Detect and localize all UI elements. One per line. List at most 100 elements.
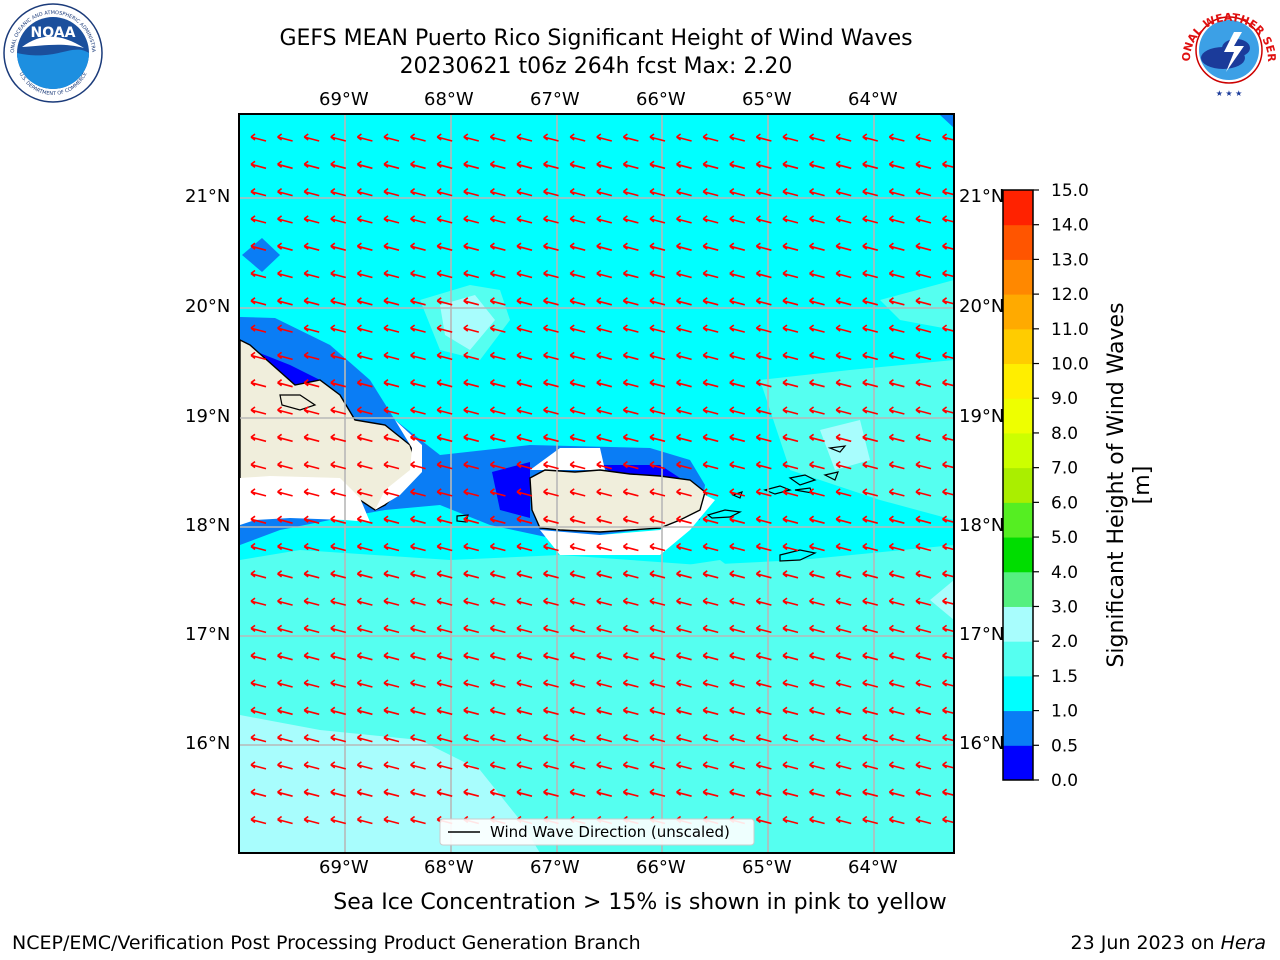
wave-direction-arrow [702,515,719,524]
wave-direction-arrow [436,679,453,688]
wave-direction-arrow [942,160,954,169]
wave-direction-arrow [356,815,373,825]
wave-direction-arrow [516,269,533,279]
wave-direction-arrow [755,761,772,770]
wave-direction-arrow [809,679,825,688]
wave-direction-arrow [569,652,586,661]
wave-direction-arrow [862,133,879,142]
wave-direction-arrow [862,269,879,279]
wave-direction-arrow [436,269,453,279]
wave-direction-arrow [250,624,267,634]
lat-label: 20°N [185,296,231,317]
wave-direction-arrow [516,652,533,661]
wave-direction-arrow [942,242,954,251]
wave-direction-arrow [569,324,586,333]
wave-direction-arrow [782,624,799,634]
lon-label: 67°W [530,857,580,878]
wave-direction-arrow [915,761,932,770]
wave-direction-arrow [303,515,320,524]
wave-direction-arrow [516,379,533,388]
wave-direction-arrow [782,160,799,170]
wave-direction-arrow [489,788,506,797]
wave-direction-arrow [543,597,559,606]
wave-direction-arrow [702,597,719,606]
wave-direction-arrow [463,160,480,170]
wave-direction-arrow [915,652,932,661]
wave-direction-arrow [809,160,825,170]
wave-direction-arrow [622,597,639,606]
wave-direction-arrow [676,460,692,470]
wave-direction-arrow [676,215,692,224]
wave-direction-arrow [356,597,373,606]
wave-direction-arrow [782,379,799,388]
wave-direction-arrow [809,788,825,797]
wave-direction-arrow [649,297,666,306]
wave-direction-arrow [862,570,879,579]
wave-direction-arrow [303,133,320,142]
wave-direction-arrow [888,187,905,197]
wave-direction-arrow [569,624,586,634]
wave-direction-arrow [436,297,453,306]
wave-direction-arrow [915,624,932,634]
wave-direction-arrow [649,460,666,470]
masked-coastal-zone [240,420,715,555]
wave-direction-arrow [410,433,426,443]
wave-direction-arrow [649,351,666,361]
wave-direction-arrow [755,679,772,688]
wave-direction-arrow [676,433,692,443]
wave-direction-arrow [303,460,320,470]
wave-direction-arrow [702,351,719,361]
wave-direction-arrow [356,679,373,688]
wave-direction-arrow [676,733,692,743]
colorbar-tick-label: 12.0 [1051,285,1089,305]
wave-direction-arrow [303,624,320,634]
lon-label: 66°W [636,857,686,878]
wave-direction-arrow [782,570,799,579]
wave-direction-arrow [383,488,400,497]
wave-direction-arrow [516,324,533,333]
wave-direction-arrow [277,215,293,224]
lat-label: 17°N [185,624,231,645]
wave-direction-arrow [755,297,772,306]
wave-direction-arrow [622,788,639,797]
sea-ice-note: Sea Ice Concentration > 15% is shown in … [333,890,947,915]
wave-direction-arrow [356,297,373,306]
wave-direction-arrow [463,406,480,415]
wave-direction-arrow [330,133,347,142]
footer-org: NCEP/EMC/Verification Post Processing Pr… [12,932,641,954]
wave-direction-arrow [888,324,905,333]
wave-direction-arrow [436,133,453,142]
wave-direction-arrow [330,488,347,497]
wave-direction-arrow [356,542,373,552]
lon-label: 64°W [848,857,898,878]
wave-direction-arrow [729,788,746,797]
svg-text:★ ★ ★: ★ ★ ★ [1216,89,1243,98]
wave-direction-arrow [835,160,852,170]
wave-direction-arrow [596,542,613,552]
wave-direction-arrow [543,515,559,524]
lat-label: 16°N [959,733,1005,754]
wave-direction-arrow [782,215,799,224]
wave-direction-arrow [383,351,400,361]
wave-direction-arrow [782,133,799,142]
wave-direction-arrow [410,597,426,606]
wave-direction-arrow [888,488,905,497]
wave-direction-arrow [622,406,639,415]
wave-direction-arrow [383,160,400,170]
wave-direction-arrow [782,187,799,197]
wave-direction-arrow [410,788,426,797]
colorbar-segment [1003,363,1033,399]
wave-direction-arrow [676,324,692,333]
colorbar-segment [1003,224,1033,260]
wave-direction-arrow [569,597,586,606]
wave-direction-arrow [356,133,373,142]
colorbar-tick-label: 13.0 [1051,250,1089,270]
wave-direction-arrow [915,460,932,470]
wave-direction-arrow [383,515,400,524]
wave-direction-arrow [915,406,932,415]
wave-direction-arrow [835,515,852,524]
wave-direction-arrow [569,788,586,797]
wave-direction-arrow [809,652,825,661]
wave-direction-arrow [782,815,799,825]
wave-direction-arrow [702,406,719,415]
